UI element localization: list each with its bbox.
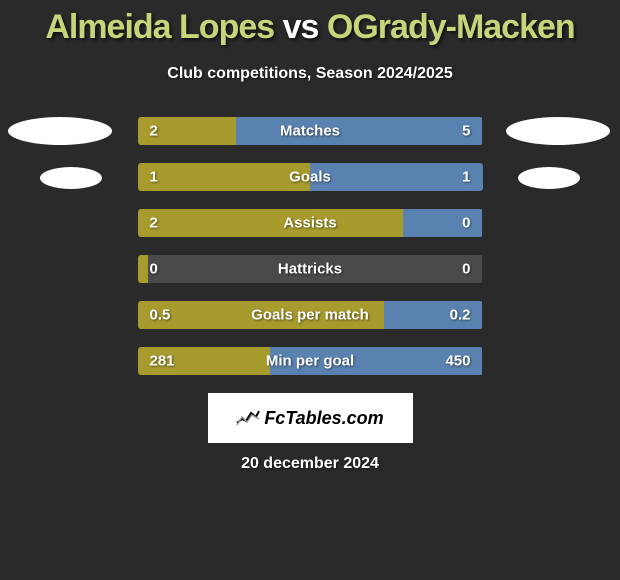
bar-value-right: 5: [462, 123, 470, 140]
stat-bar: Goals per match 0.5 0.2: [138, 301, 483, 329]
subtitle: Club competitions, Season 2024/2025: [0, 65, 620, 83]
bar-label: Min per goal: [266, 353, 354, 370]
decorative-oval: [518, 167, 580, 189]
bar-right-segment: [236, 117, 482, 145]
page-title: Almeida Lopes vs OGrady-Macken: [0, 0, 620, 47]
bar-left-segment: [138, 255, 148, 283]
vs-text: vs: [283, 8, 319, 46]
bar-label: Goals: [289, 169, 331, 186]
bar-value-right: 450: [445, 353, 470, 370]
logo-box: FcTables.com: [208, 393, 413, 443]
logo-text: FcTables.com: [264, 408, 383, 429]
player1-name: Almeida Lopes: [45, 8, 274, 46]
decorative-oval: [8, 117, 112, 145]
bar-value-right: 1: [462, 169, 470, 186]
bar-value-left: 2: [150, 123, 158, 140]
stat-bar: Matches 2 5: [138, 117, 483, 145]
bar-left-segment: [138, 209, 404, 237]
decorative-oval: [40, 167, 102, 189]
logo-chart-icon: [236, 409, 260, 427]
bar-label: Assists: [283, 215, 336, 232]
bar-right-segment: [403, 209, 482, 237]
player2-name: OGrady-Macken: [327, 8, 575, 46]
bar-value-left: 1: [150, 169, 158, 186]
stat-bar: Goals 1 1: [138, 163, 483, 191]
bar-left-segment: [138, 163, 311, 191]
decorative-oval: [506, 117, 610, 145]
bar-value-left: 0: [150, 261, 158, 278]
bars-container: Matches 2 5 Goals 1 1 Assists 2 0 Hattricks 0 0 Goal…: [138, 117, 483, 375]
bar-value-right: 0: [462, 261, 470, 278]
bar-value-left: 281: [150, 353, 175, 370]
date-text: 20 december 2024: [0, 455, 620, 473]
stat-bar: Assists 2 0: [138, 209, 483, 237]
comparison-chart: Matches 2 5 Goals 1 1 Assists 2 0 Hattricks 0 0 Goal…: [0, 117, 620, 375]
bar-label: Goals per match: [251, 307, 369, 324]
bar-value-right: 0: [462, 215, 470, 232]
bar-label: Hattricks: [278, 261, 342, 278]
stat-bar: Hattricks 0 0: [138, 255, 483, 283]
stat-bar: Min per goal 281 450: [138, 347, 483, 375]
bar-value-left: 0.5: [150, 307, 171, 324]
bar-right-segment: [310, 163, 483, 191]
bar-value-left: 2: [150, 215, 158, 232]
bar-label: Matches: [280, 123, 340, 140]
bar-value-right: 0.2: [450, 307, 471, 324]
